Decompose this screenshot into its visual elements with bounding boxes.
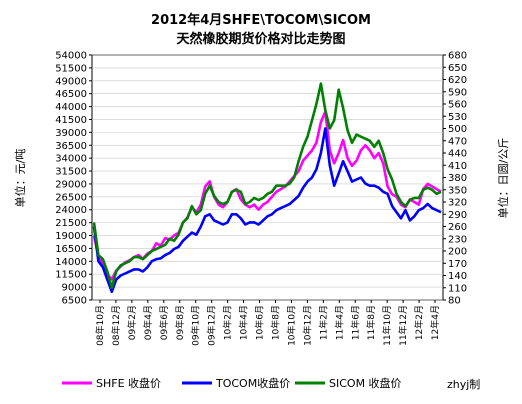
x-tick-label: 09年2月: [126, 305, 138, 340]
series-line-2: [92, 82, 442, 290]
y-right-tick-label: 140: [448, 271, 467, 282]
y-right-tick-label: 350: [448, 185, 467, 196]
y-left-tick-label: 24000: [55, 205, 87, 216]
y-right-tick-label: 590: [448, 87, 467, 98]
y-left-tick-label: 11500: [55, 270, 87, 281]
x-tick-label: 10年12月: [301, 305, 313, 346]
x-tick-label: 11年6月: [349, 305, 361, 340]
y-left-tick-label: 39000: [55, 128, 87, 139]
x-tick-label: 11年12月: [397, 305, 409, 346]
y-right-tick-label: 230: [448, 234, 467, 245]
x-tick-label: 10年6月: [254, 305, 266, 340]
x-tick-label: 08年12月: [110, 305, 122, 346]
y-left-tick-label: 54000: [55, 51, 87, 62]
y-right-tick-label: 380: [448, 173, 467, 184]
y-left-tick-label: 14000: [55, 257, 87, 268]
x-tick-label: 10年10月: [285, 305, 297, 346]
y-left-tick-label: 31500: [55, 167, 87, 178]
y-left-tick-label: 26500: [55, 192, 87, 203]
y-left-tick-label: 41500: [55, 115, 87, 126]
x-tick-label: 09年8月: [174, 305, 186, 340]
y-right-tick-label: 500: [448, 124, 467, 135]
y-right-tick-label: 620: [448, 75, 467, 86]
x-tick-label: 10年4月: [238, 305, 250, 340]
y-right-tick-label: 170: [448, 259, 467, 270]
gridlines: [92, 54, 443, 301]
y-left-tick-label: 51500: [55, 63, 87, 74]
chart-subtitle: 天然橡胶期货价格对比走势图: [176, 31, 345, 47]
legend-label-2: SICOM 收盘价: [329, 376, 402, 390]
y-right-tick-label: 80: [448, 296, 461, 307]
legend-label-1: TOCOM收盘价: [215, 376, 290, 390]
y-axis-right-label: 单位：日圆/公斤: [496, 138, 510, 219]
y-left-tick-label: 46500: [55, 89, 87, 100]
y-right-tick-label: 440: [448, 149, 467, 160]
y-left-tick-label: 16500: [55, 244, 87, 255]
y-left-tick-label: 19000: [55, 231, 87, 242]
y-left-tick-label: 21500: [55, 218, 87, 229]
y-left-tick-label: 29000: [55, 179, 87, 190]
y-right-tick-label: 650: [448, 63, 467, 74]
y-right-tick-label: 680: [448, 51, 467, 62]
y-right-tick-label: 110: [448, 283, 467, 294]
y-right-tick-label: 410: [448, 161, 467, 172]
y-right-tick-label: 560: [448, 100, 467, 111]
watermark: zhyj制: [447, 378, 480, 391]
y-right-tick-label: 260: [448, 222, 467, 233]
x-tick-label: 12年2月: [413, 305, 425, 340]
y-axis-right: 6806506205905605305004704404103803503202…: [443, 51, 467, 307]
x-axis: 08年10月 08年12月 09年2月 09年4月 09年6月 09年8月 09年10月 09…: [94, 300, 441, 346]
x-tick-label: 11年10月: [381, 305, 393, 346]
x-tick-label: 10年8月: [269, 305, 281, 340]
x-tick-label: 09年12月: [206, 305, 218, 346]
x-tick-label: 09年6月: [158, 305, 170, 340]
x-tick-label: 08年10月: [94, 305, 106, 346]
y-right-tick-label: 530: [448, 112, 467, 123]
x-tick-label: 09年4月: [142, 305, 154, 340]
y-left-tick-label: 9000: [62, 283, 87, 294]
y-right-tick-label: 320: [448, 198, 467, 209]
y-left-tick-label: 34000: [55, 154, 87, 165]
chart-title: 2012年4月SHFE\TOCOM\SICOM: [151, 12, 371, 28]
y-right-tick-label: 470: [448, 136, 467, 147]
legend-label-0: SHFE 收盘价: [96, 376, 161, 390]
x-tick-label: 11年4月: [333, 305, 345, 340]
y-right-tick-label: 200: [448, 247, 467, 258]
x-tick-label: 11年8月: [365, 305, 377, 340]
legend: SHFE 收盘价 TOCOM收盘价 SICOM 收盘价: [62, 376, 402, 390]
x-tick-label: 12年4月: [429, 305, 441, 340]
series-line-1: [92, 127, 442, 294]
y-left-tick-label: 36500: [55, 141, 87, 152]
y-right-tick-label: 290: [448, 210, 467, 221]
x-tick-label: 09年10月: [190, 305, 202, 346]
plot-area: [91, 54, 444, 301]
series-lines: [92, 82, 442, 294]
y-left-tick-label: 6500: [62, 296, 87, 307]
x-tick-label: 11年2月: [317, 305, 329, 340]
x-tick-label: 10年2月: [222, 305, 234, 340]
y-left-tick-label: 49000: [55, 76, 87, 87]
y-axis-left-label: 单位：元/吨: [13, 149, 27, 208]
y-left-tick-label: 44000: [55, 102, 87, 113]
